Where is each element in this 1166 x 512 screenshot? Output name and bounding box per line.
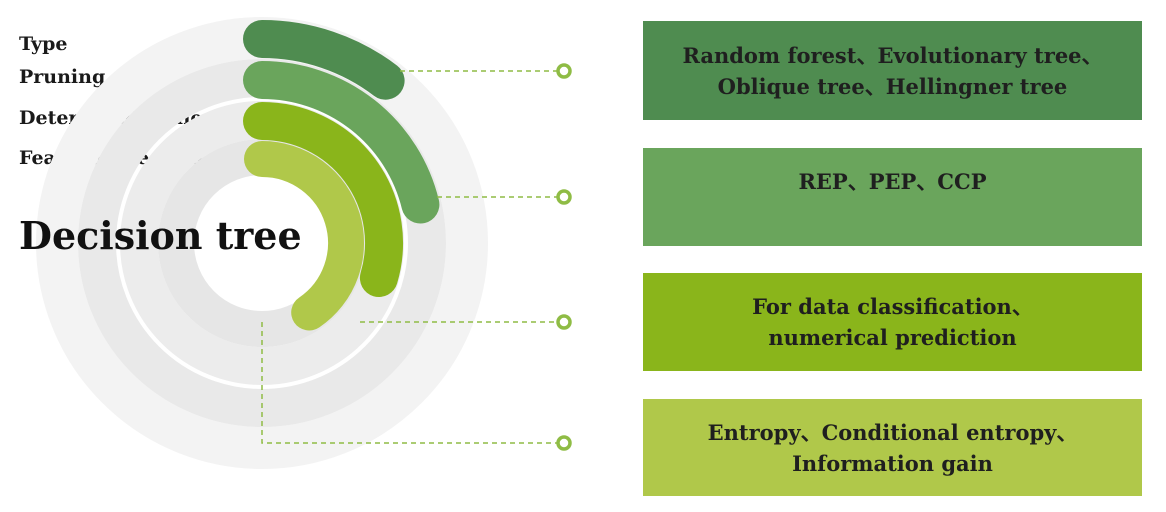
label-type: Type [19,33,68,55]
connectors [261,70,557,444]
box-determinate-rules-line-2: numerical prediction [768,325,1017,350]
box-feature-selection-line-1: Entropy、Conditional entropy、 [707,419,1078,445]
box-determinate-rules: For data classification、 numerical predi… [643,273,1142,371]
box-type-line-1: Random forest、Evolutionary tree、 [682,42,1103,68]
endpoint-4 [556,435,572,451]
box-feature-selection-line-2: Information gain [792,450,993,476]
arc-type [243,20,405,100]
diagram-title: Decision tree [19,213,302,258]
arc-pruning [243,61,440,224]
arc-determinate-rules [243,102,404,297]
connector-endpoints [556,63,572,451]
box-feature-selection: Entropy、Conditional entropy、 Information… [643,399,1142,496]
endpoint-2 [556,189,572,205]
arc-feature-selection [244,141,364,331]
endpoint-1 [556,63,572,79]
label-pruning: Pruning [19,66,106,88]
connector-4 [261,322,557,444]
endpoint-3 [556,314,572,330]
box-pruning-line-1: REP、PEP、CCP [798,169,987,194]
box-type-line-2: Oblique tree、Hellingner tree [717,73,1068,99]
box-type: Random forest、Evolutionary tree、 Oblique… [643,21,1142,120]
box-pruning: REP、PEP、CCP [643,148,1142,246]
box-determinate-rules-line-1: For data classification、 [752,294,1033,319]
